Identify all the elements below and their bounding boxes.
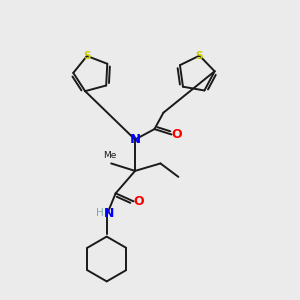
Text: H: H [96,208,104,218]
Text: S: S [196,51,203,61]
Text: N: N [104,207,114,220]
Text: Me: Me [103,151,116,160]
Text: S: S [83,51,91,61]
Text: O: O [171,128,182,141]
Text: O: O [134,196,144,208]
Text: N: N [130,133,141,146]
